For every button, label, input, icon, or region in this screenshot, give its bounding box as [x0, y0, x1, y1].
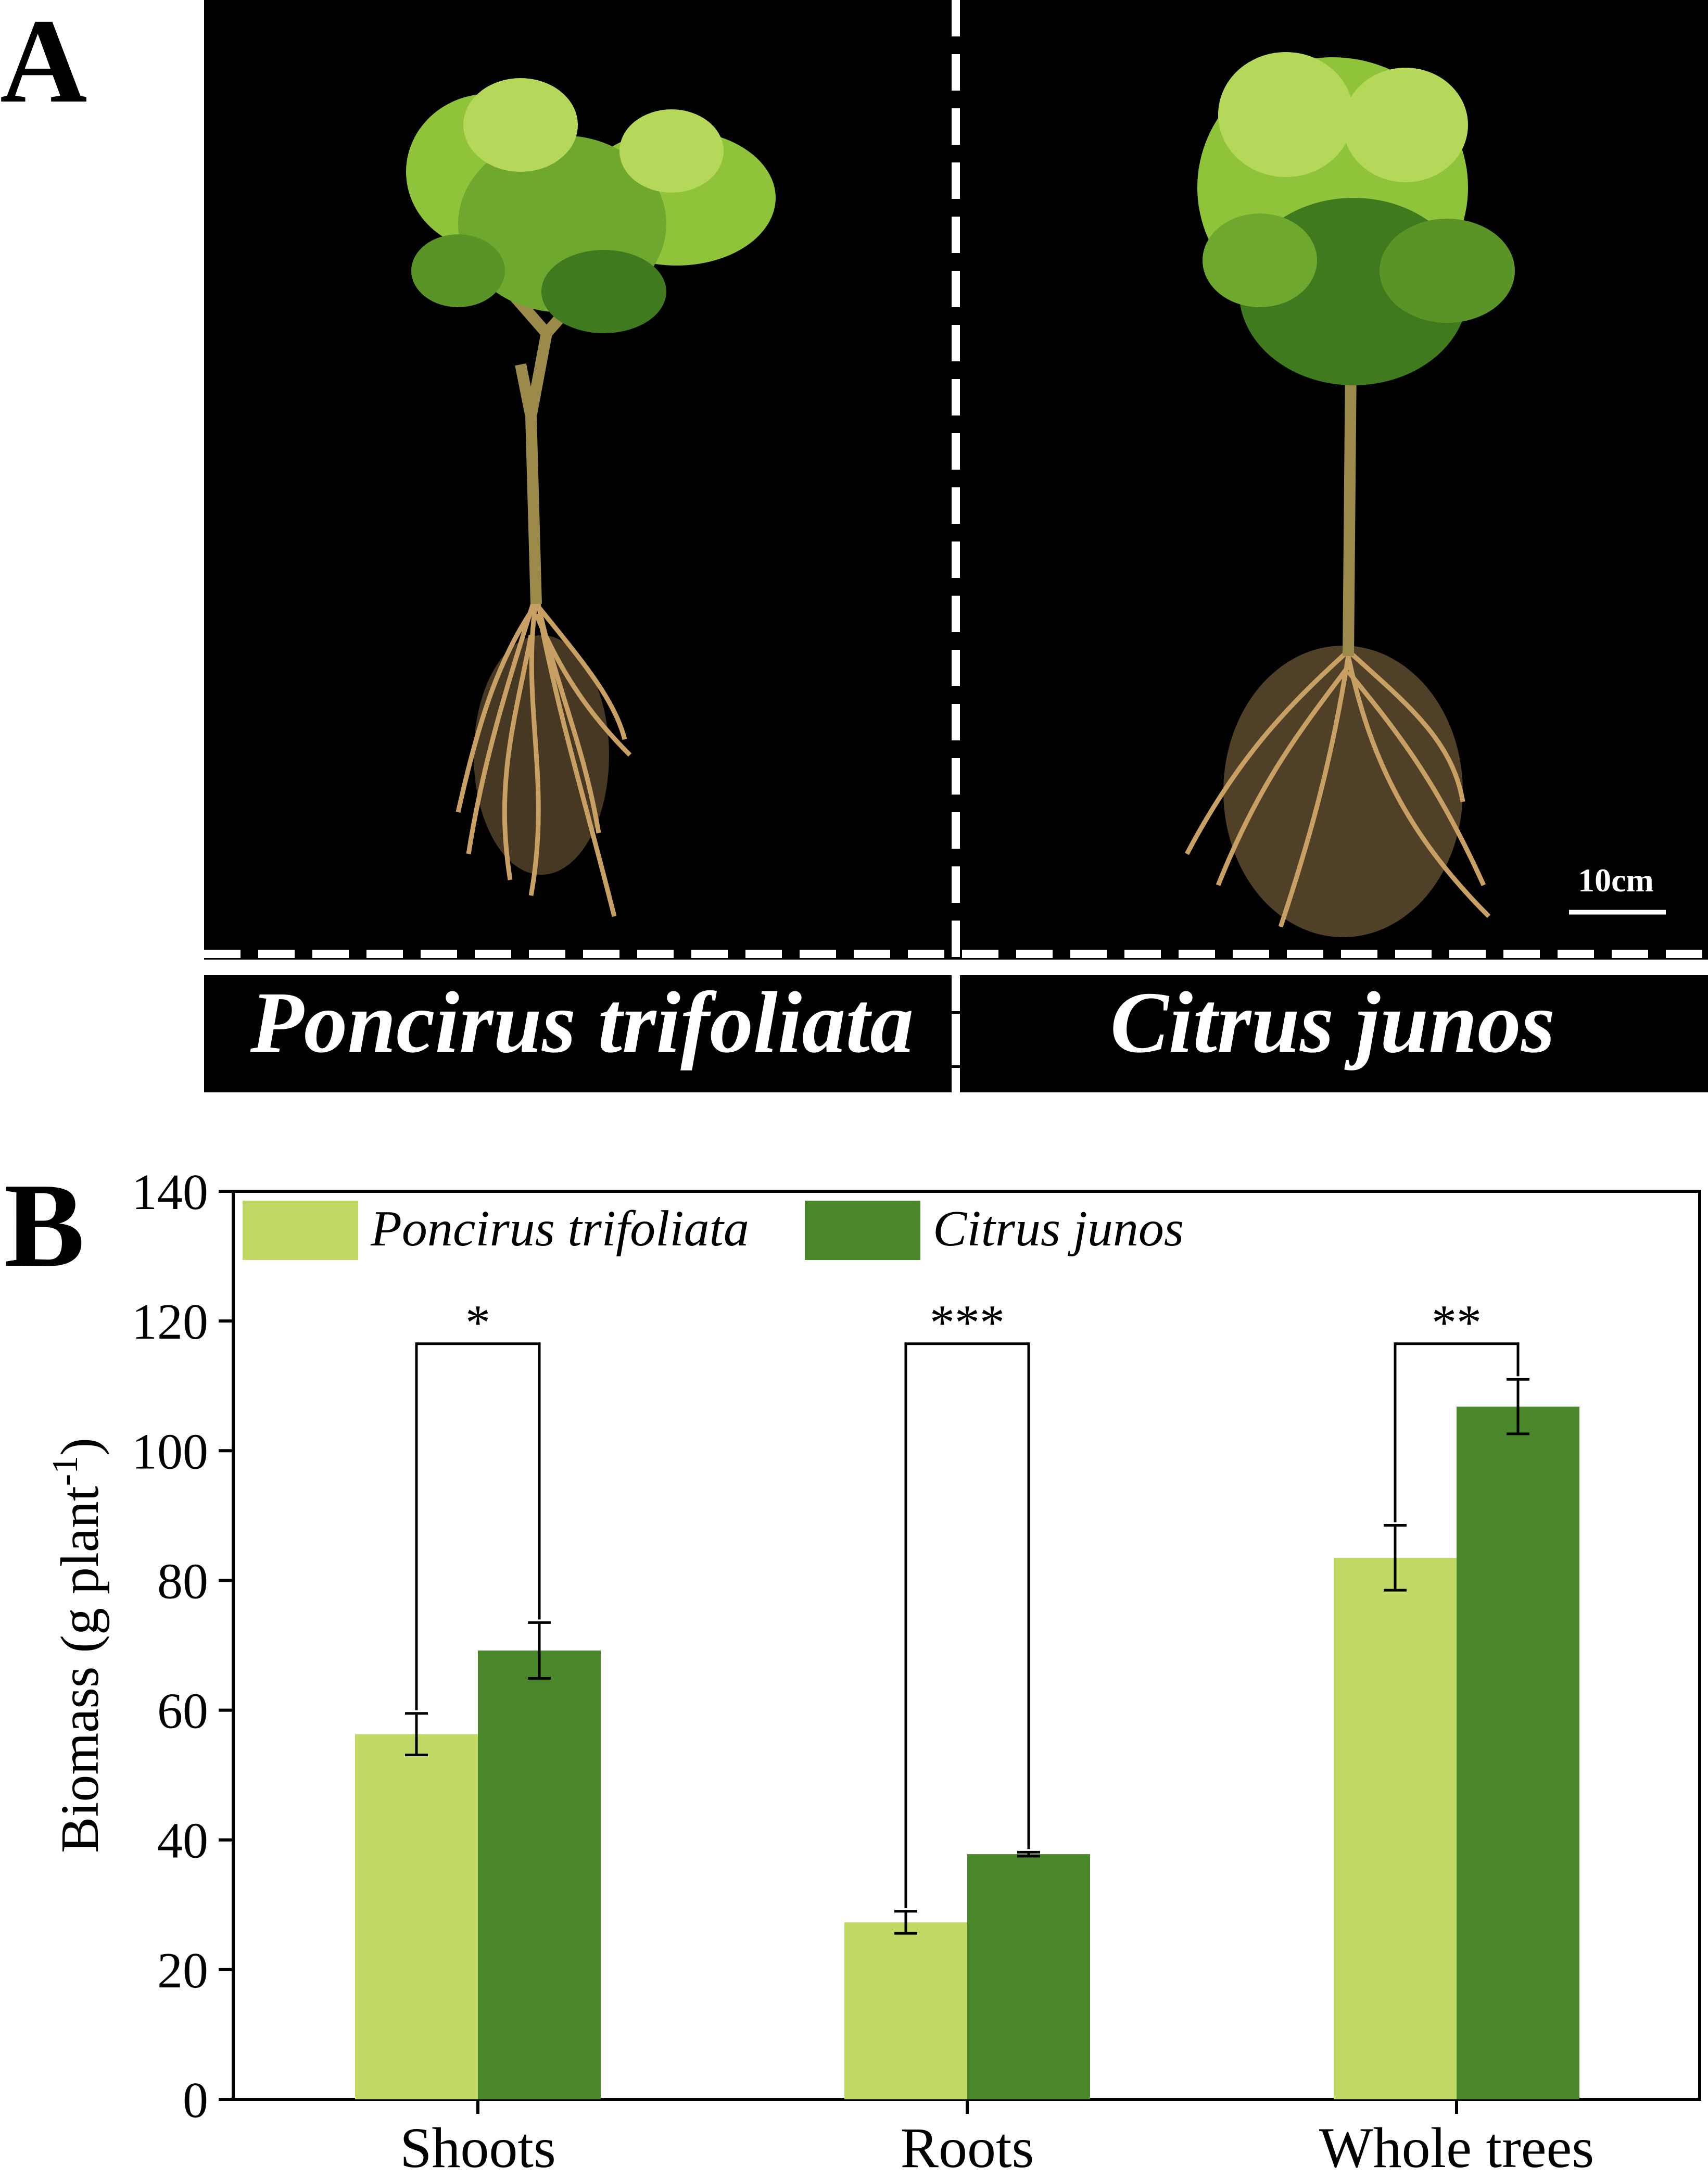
- significance-stars: **: [1432, 1295, 1482, 1351]
- significance-stars: *: [465, 1295, 490, 1351]
- citrus-leaves: [1197, 52, 1515, 385]
- bars-group: [355, 1406, 1579, 2099]
- bar-citrus: [1457, 1406, 1579, 2099]
- legend-label-poncirus: Poncirus trifoliata: [370, 1201, 749, 1257]
- poncirus-leaves: [406, 78, 776, 333]
- significance-brackets: * *** **: [415, 1295, 1520, 1908]
- y-tick-label: 80: [157, 1553, 208, 1609]
- x-category-label: Roots: [901, 2116, 1034, 2179]
- poncirus-roots: [456, 593, 632, 917]
- y-axis-label-close: ): [50, 1438, 110, 1456]
- panel-b-letter: B: [4, 1158, 85, 1292]
- significance-bracket: [415, 1342, 541, 1710]
- x-category-label: Shoots: [400, 2116, 556, 2179]
- significance-stars: ***: [930, 1295, 1005, 1351]
- x-axis: Shoots Roots Whole trees: [400, 2099, 1594, 2179]
- citrus-roots: [1185, 649, 1491, 928]
- bar-poncirus: [844, 1922, 967, 2099]
- citrus-plant: [1185, 52, 1515, 937]
- poncirus-root-mass: [474, 635, 609, 875]
- bar-citrus: [478, 1650, 601, 2099]
- significance-bracket: [904, 1342, 1030, 1908]
- bar-poncirus: [1334, 1557, 1457, 2099]
- legend-label-citrus: Citrus junos: [933, 1201, 1184, 1257]
- y-tick-label: 40: [157, 1813, 208, 1869]
- y-tick-label: 0: [183, 2072, 208, 2128]
- legend: Poncirus trifoliata Citrus junos: [243, 1201, 1184, 1260]
- bar-citrus: [967, 1854, 1090, 2099]
- significance-bracket: [1394, 1342, 1520, 1522]
- error-bars-group: [405, 1378, 1529, 1935]
- plot-frame: [232, 1190, 1701, 2101]
- legend-swatch-citrus: [805, 1201, 920, 1260]
- y-tick-label: 140: [132, 1164, 208, 1220]
- bar-poncirus: [355, 1734, 478, 2099]
- species-label-left: Poncirus trifoliata: [250, 974, 914, 1071]
- y-axis-label-main: Biomass (g plant: [50, 1486, 110, 1853]
- x-category-label: Whole trees: [1319, 2116, 1594, 2179]
- legend-swatch-poncirus: [243, 1201, 358, 1260]
- y-axis: 0 20 40 60 80 100 120 140: [132, 1164, 233, 2128]
- y-tick-label: 20: [157, 1943, 208, 1999]
- y-tick-label: 120: [132, 1294, 208, 1350]
- y-axis-label: Biomass (g plant-1): [45, 1438, 110, 1853]
- panel-a-letter: A: [0, 0, 87, 128]
- species-label-right: Citrus junos: [1110, 974, 1555, 1071]
- poncirus-plant: [406, 78, 776, 917]
- y-tick-label: 60: [157, 1683, 208, 1740]
- y-tick-label: 100: [132, 1424, 208, 1480]
- scale-bar-label: 10cm: [1578, 862, 1654, 899]
- citrus-root-mass: [1223, 646, 1463, 937]
- y-axis-label-superscript: -1: [45, 1456, 85, 1486]
- plant-photograph: 10cm Poncirus trifoliata Citrus junos: [204, 0, 1708, 1092]
